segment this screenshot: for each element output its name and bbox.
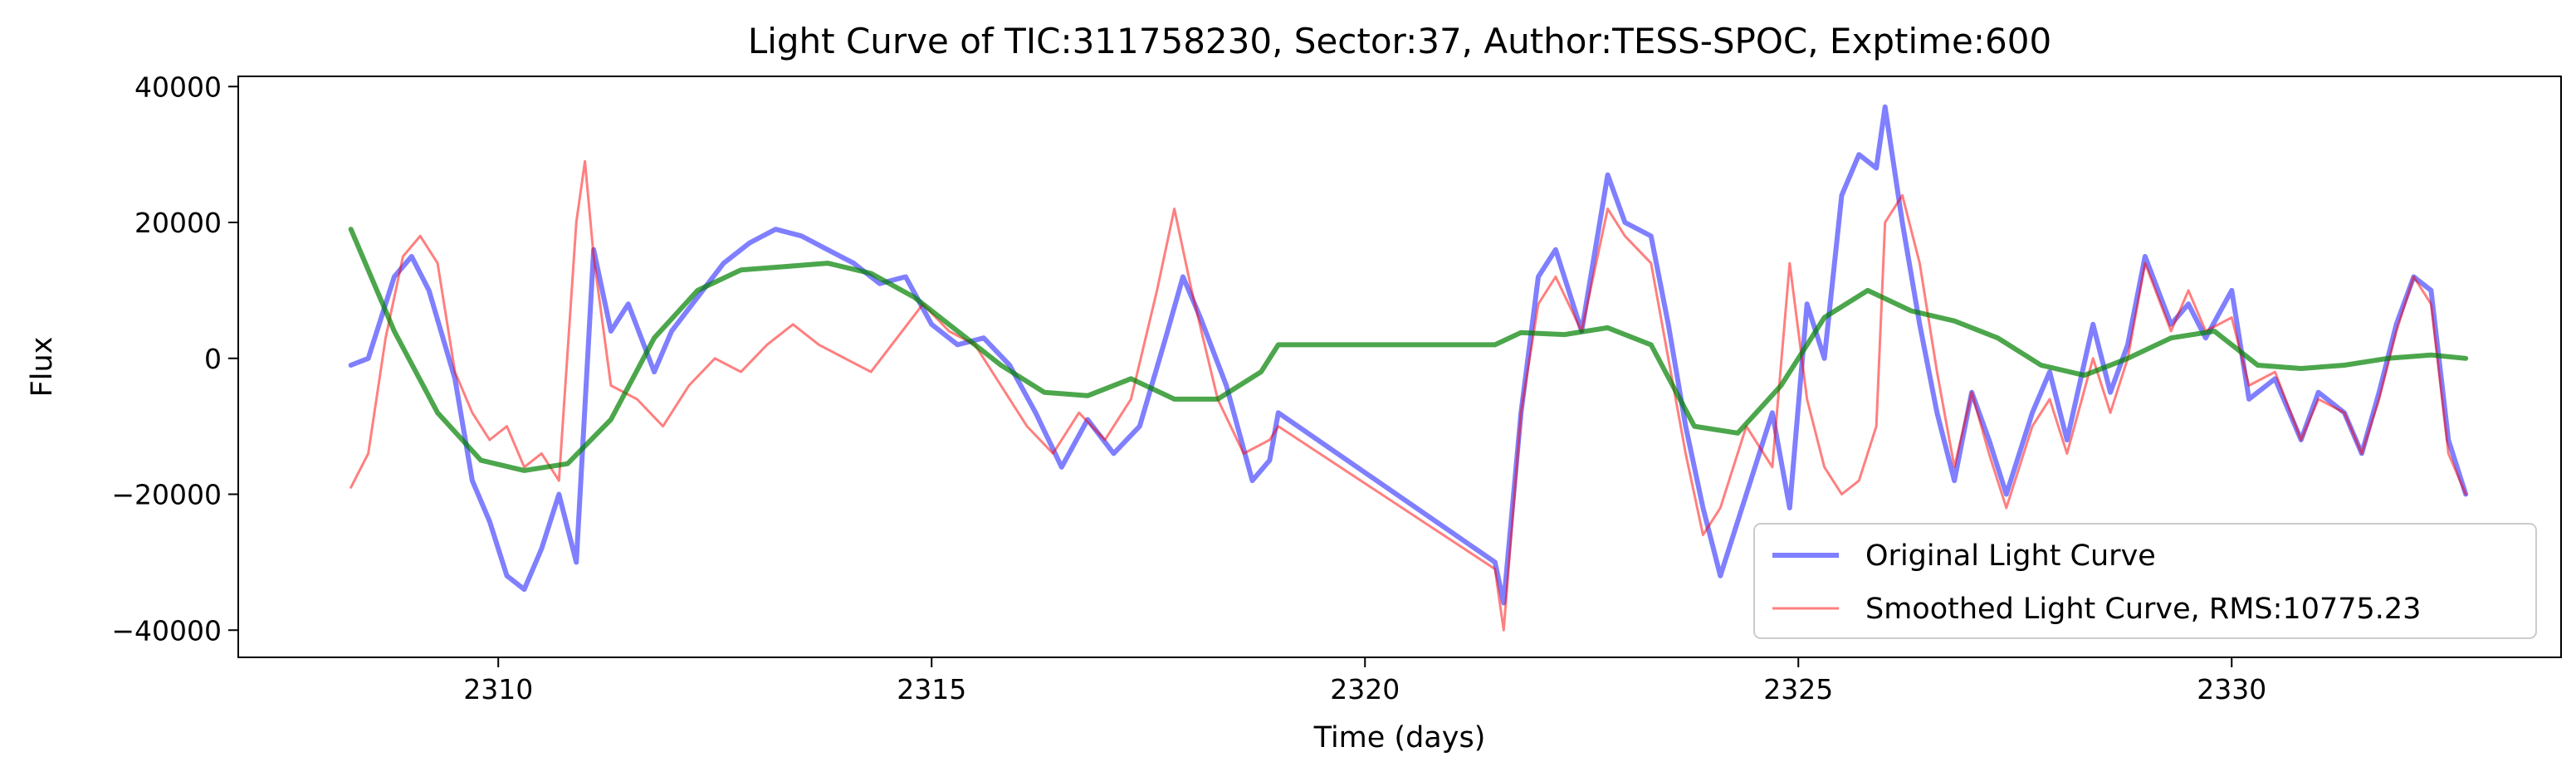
x-tick-label: 2325 bbox=[1763, 673, 1833, 705]
chart-title: Light Curve of TIC:311758230, Sector:37,… bbox=[748, 21, 2051, 61]
y-tick-label: 0 bbox=[204, 343, 222, 375]
plot-frame bbox=[237, 76, 2562, 658]
x-tick-label: 2320 bbox=[1330, 673, 1400, 705]
legend-label: Original Light Curve bbox=[1865, 539, 2156, 573]
x-tick-label: 2315 bbox=[897, 673, 966, 705]
y-tick-label: 40000 bbox=[134, 71, 222, 103]
legend-box bbox=[1753, 523, 2537, 639]
x-tick-label: 2330 bbox=[2197, 673, 2266, 705]
y-axis: −40000 −20000 0 20000 40000 bbox=[111, 71, 238, 647]
series-layer bbox=[348, 104, 2469, 632]
trend-line bbox=[348, 227, 2469, 473]
smoothed-light-curve-line bbox=[349, 159, 2467, 632]
x-tick-label: 2310 bbox=[463, 673, 533, 705]
legend-label: Smoothed Light Curve, RMS:10775.23 bbox=[1865, 593, 2421, 626]
x-axis: 2310 2315 2320 2325 2330 bbox=[463, 657, 2266, 705]
y-tick-label: 20000 bbox=[134, 207, 222, 239]
y-tick-label: −20000 bbox=[111, 479, 222, 511]
x-axis-title: Time (days) bbox=[1313, 721, 1486, 754]
legend: Original Light Curve Smoothed Light Curve… bbox=[1753, 523, 2537, 639]
y-axis-title: Flux bbox=[26, 337, 59, 398]
y-tick-label: −40000 bbox=[111, 614, 222, 647]
